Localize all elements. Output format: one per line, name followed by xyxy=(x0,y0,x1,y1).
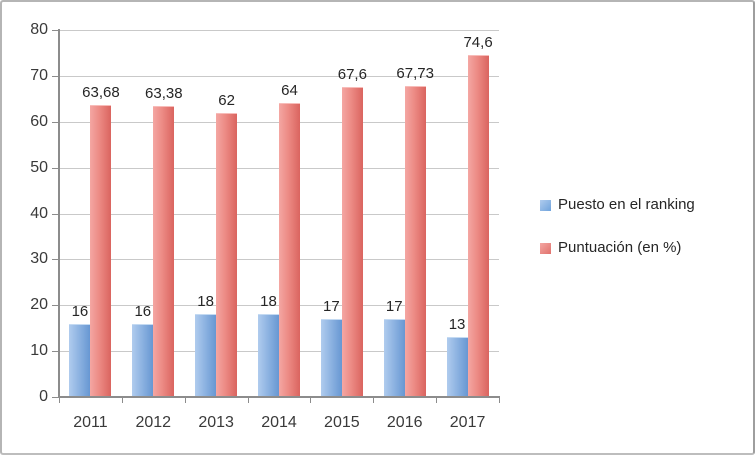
y-tick-label: 70 xyxy=(30,66,48,84)
x-tick-label: 2013 xyxy=(198,414,234,431)
bar-value-label: 18 xyxy=(197,293,214,311)
bar-puntuacion-2015 xyxy=(341,86,363,398)
bar-value-label: 63,68 xyxy=(82,83,120,101)
legend-swatch-ranking xyxy=(540,199,551,211)
x-tick-label: 2011 xyxy=(73,414,108,431)
legend-item-puntuacion: Puntuación (en %) xyxy=(540,239,695,257)
bar-value-label: 17 xyxy=(385,298,403,315)
bar-puntuacion-2016 xyxy=(404,86,426,398)
bar-ranking-2017 xyxy=(446,337,468,398)
gridline xyxy=(59,75,499,77)
x-axis-tick xyxy=(499,398,500,403)
x-axis-tick xyxy=(373,398,375,403)
y-axis-tick xyxy=(52,305,58,307)
bar-ranking-2013 xyxy=(195,314,217,398)
bar-puntuacion-2012 xyxy=(153,106,175,398)
bar-value-label: 74,6 xyxy=(463,33,493,51)
bar-value-label: 17 xyxy=(323,298,340,315)
bar-ranking-2016 xyxy=(383,319,405,398)
legend-item-ranking: Puesto en el ranking xyxy=(540,196,695,214)
x-tick-label: 2015 xyxy=(324,414,360,431)
x-axis-tick xyxy=(436,398,438,403)
x-tick-label: 2014 xyxy=(261,414,297,431)
x-axis-tick xyxy=(184,398,186,403)
y-axis-tick xyxy=(52,121,58,123)
x-axis-line xyxy=(58,396,500,398)
y-axis-line xyxy=(58,29,60,398)
x-axis-tick xyxy=(59,398,60,403)
legend: Puesto en el ranking Puntuación (en %) xyxy=(540,196,695,282)
bar-value-label: 67,73 xyxy=(396,65,434,83)
bar-value-label: 18 xyxy=(260,293,277,311)
x-tick-label: 2012 xyxy=(135,414,172,431)
bar-value-label: 64 xyxy=(281,82,298,100)
bar-ranking-2014 xyxy=(258,314,279,398)
bar-value-label: 63,38 xyxy=(145,85,183,103)
y-tick-label: 80 xyxy=(30,21,48,38)
bar-ranking-2015 xyxy=(320,319,342,398)
bar-ranking-2011 xyxy=(69,323,91,398)
bar-value-label: 16 xyxy=(134,302,152,320)
y-axis-tick xyxy=(52,351,58,353)
x-tick-label: 2016 xyxy=(386,414,423,431)
y-axis-tick xyxy=(52,30,58,31)
bar-puntuacion-2017 xyxy=(467,54,489,398)
gridline xyxy=(59,30,499,31)
x-axis-tick xyxy=(121,398,123,403)
y-tick-label: 20 xyxy=(30,296,48,314)
y-tick-label: 0 xyxy=(39,388,48,405)
x-tick-label: 2017 xyxy=(449,414,486,431)
x-axis-tick xyxy=(247,398,249,403)
y-axis-tick xyxy=(52,397,58,398)
y-axis-tick xyxy=(52,167,58,169)
legend-swatch-puntuacion xyxy=(540,242,551,254)
y-axis-tick xyxy=(52,75,58,77)
legend-label-ranking: Puesto en el ranking xyxy=(558,196,695,213)
y-tick-label: 50 xyxy=(30,158,48,176)
y-tick-label: 30 xyxy=(30,250,48,268)
legend-label-puntuacion: Puntuación (en %) xyxy=(558,239,682,256)
bar-value-label: 62 xyxy=(218,91,235,109)
bar-value-label: 13 xyxy=(448,316,466,334)
y-axis-tick xyxy=(52,213,58,215)
bar-puntuacion-2011 xyxy=(90,104,112,398)
y-tick-label: 10 xyxy=(30,342,48,360)
y-tick-label: 40 xyxy=(30,204,48,222)
bar-puntuacion-2014 xyxy=(279,103,300,398)
y-tick-label: 60 xyxy=(30,112,48,130)
bar-puntuacion-2013 xyxy=(216,112,238,398)
y-axis-tick xyxy=(52,259,58,261)
x-axis-tick xyxy=(310,398,312,403)
bar-ranking-2012 xyxy=(132,323,154,398)
bar-value-label: 67,6 xyxy=(337,65,367,83)
bar-value-label: 16 xyxy=(71,302,89,320)
